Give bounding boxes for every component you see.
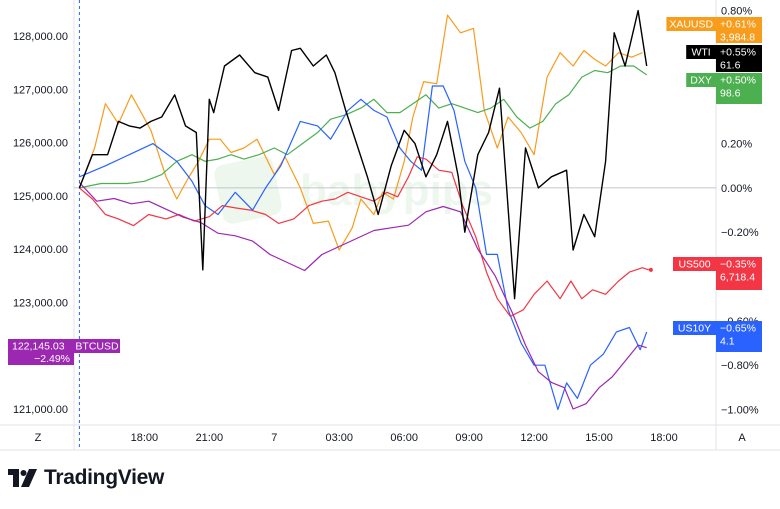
time-axis-tick-label: 09:00: [455, 432, 483, 444]
series-tag-xauusd: XAUUSD +0.61%3,984.8: [666, 17, 762, 44]
series-line-xauusd: [78, 14, 643, 251]
brand-logo[interactable]: TradingView: [8, 466, 164, 490]
series-tag-name: US500: [678, 259, 710, 271]
series-line-btcusd: [78, 182, 647, 410]
series-line-us10y: [79, 85, 648, 411]
svg-text:babypips: babypips: [300, 166, 493, 215]
right-axis-tick-label: −0.80%: [721, 360, 759, 372]
left-axis-tick-label: 125,000.00: [13, 191, 68, 203]
series-tag-change: −0.35%: [720, 259, 756, 271]
left-axis-tick-label: 126,000.00: [13, 138, 68, 150]
series-tag-value: 6,718.4: [720, 272, 755, 284]
right-axis-tick-label: −0.20%: [721, 227, 759, 239]
btc-name: BTCUSD: [75, 341, 119, 353]
series-tag-change: +0.50%: [720, 75, 756, 87]
series-tag-btcusd: 122,145.03−2.49% BTCUSD: [8, 339, 120, 365]
time-axis-tick-label: 7: [271, 432, 277, 444]
right-axis-tick-label: 0.80%: [721, 6, 752, 18]
time-axis-tick-label: 18:00: [650, 432, 678, 444]
series-tag-name-box: [673, 321, 716, 335]
right-axis-tick-label: 0.20%: [721, 139, 752, 151]
left-axis-tick-label: 121,000.00: [13, 404, 68, 416]
brand-name: TradingView: [44, 466, 165, 489]
btc-name-box: [74, 339, 120, 353]
time-axis-tick-label: 18:00: [131, 432, 159, 444]
series-tag-dxy: DXY +0.50%98.6: [686, 73, 762, 104]
btc-last-value: 122,145.03: [12, 341, 65, 353]
left-axis-tick-label: 123,000.00: [13, 297, 68, 309]
btc-value-box: [8, 339, 74, 365]
time-axis-tick-label: 15:00: [585, 432, 613, 444]
series-tag-name-box: [666, 17, 716, 31]
us500-last-point: [648, 267, 653, 272]
series-tag-name: XAUUSD: [669, 19, 713, 31]
series-tag-change: +0.55%: [720, 47, 756, 59]
auto-scale-button[interactable]: A: [738, 432, 746, 444]
timezone-button[interactable]: Z: [35, 432, 42, 444]
series-tag-value-box: [716, 321, 762, 352]
series-tag-us10y: US10Y −0.65%4.1: [673, 321, 762, 352]
series-tag-name: US10Y: [678, 323, 711, 335]
left-axis-tick-label: 128,000.00: [13, 31, 68, 43]
time-axis-tick-label: 21:00: [196, 432, 224, 444]
series-tag-name: DXY: [690, 75, 712, 87]
series-tag-value-box: [716, 257, 762, 290]
btc-last-change: −2.49%: [34, 353, 70, 365]
series-tag-name-box: [673, 257, 716, 271]
series-tag-change: −0.65%: [720, 323, 756, 335]
series-tag-value-box: [716, 17, 762, 43]
tradingview-icon: [8, 469, 37, 487]
series-tag-value: 61.6: [720, 60, 741, 72]
series-line-dxy: [79, 65, 648, 189]
time-axis-tick-label: 06:00: [390, 432, 418, 444]
watermark: babypips: [214, 156, 493, 224]
series-tag-wti: WTI +0.55%61.6: [686, 45, 762, 72]
left-axis-tick-label: 124,000.00: [13, 244, 68, 256]
series-line-wti: [78, 9, 648, 300]
series-tag-value: 98.6: [720, 88, 741, 100]
series-tag-change: +0.61%: [720, 19, 756, 31]
series-tag-value-box: [716, 73, 762, 104]
series-tag-value: 4.1: [720, 336, 735, 348]
right-axis-tick-label: −1.00%: [721, 404, 759, 416]
right-axis-tick-label: 0.00%: [721, 183, 752, 195]
series-tag-value: 3,984.8: [720, 32, 755, 44]
series-tag-name-box: [686, 73, 716, 87]
series-tag-name: WTI: [691, 47, 710, 59]
series-tag-name-box: [686, 45, 716, 59]
time-axis-tick-label: 03:00: [325, 432, 353, 444]
left-axis-tick-label: 127,000.00: [13, 84, 68, 96]
series-tag-value-box: [716, 45, 762, 72]
series-tag-us500: US500 −0.35%6,718.4: [673, 257, 762, 290]
time-axis-tick-label: 12:00: [520, 432, 548, 444]
